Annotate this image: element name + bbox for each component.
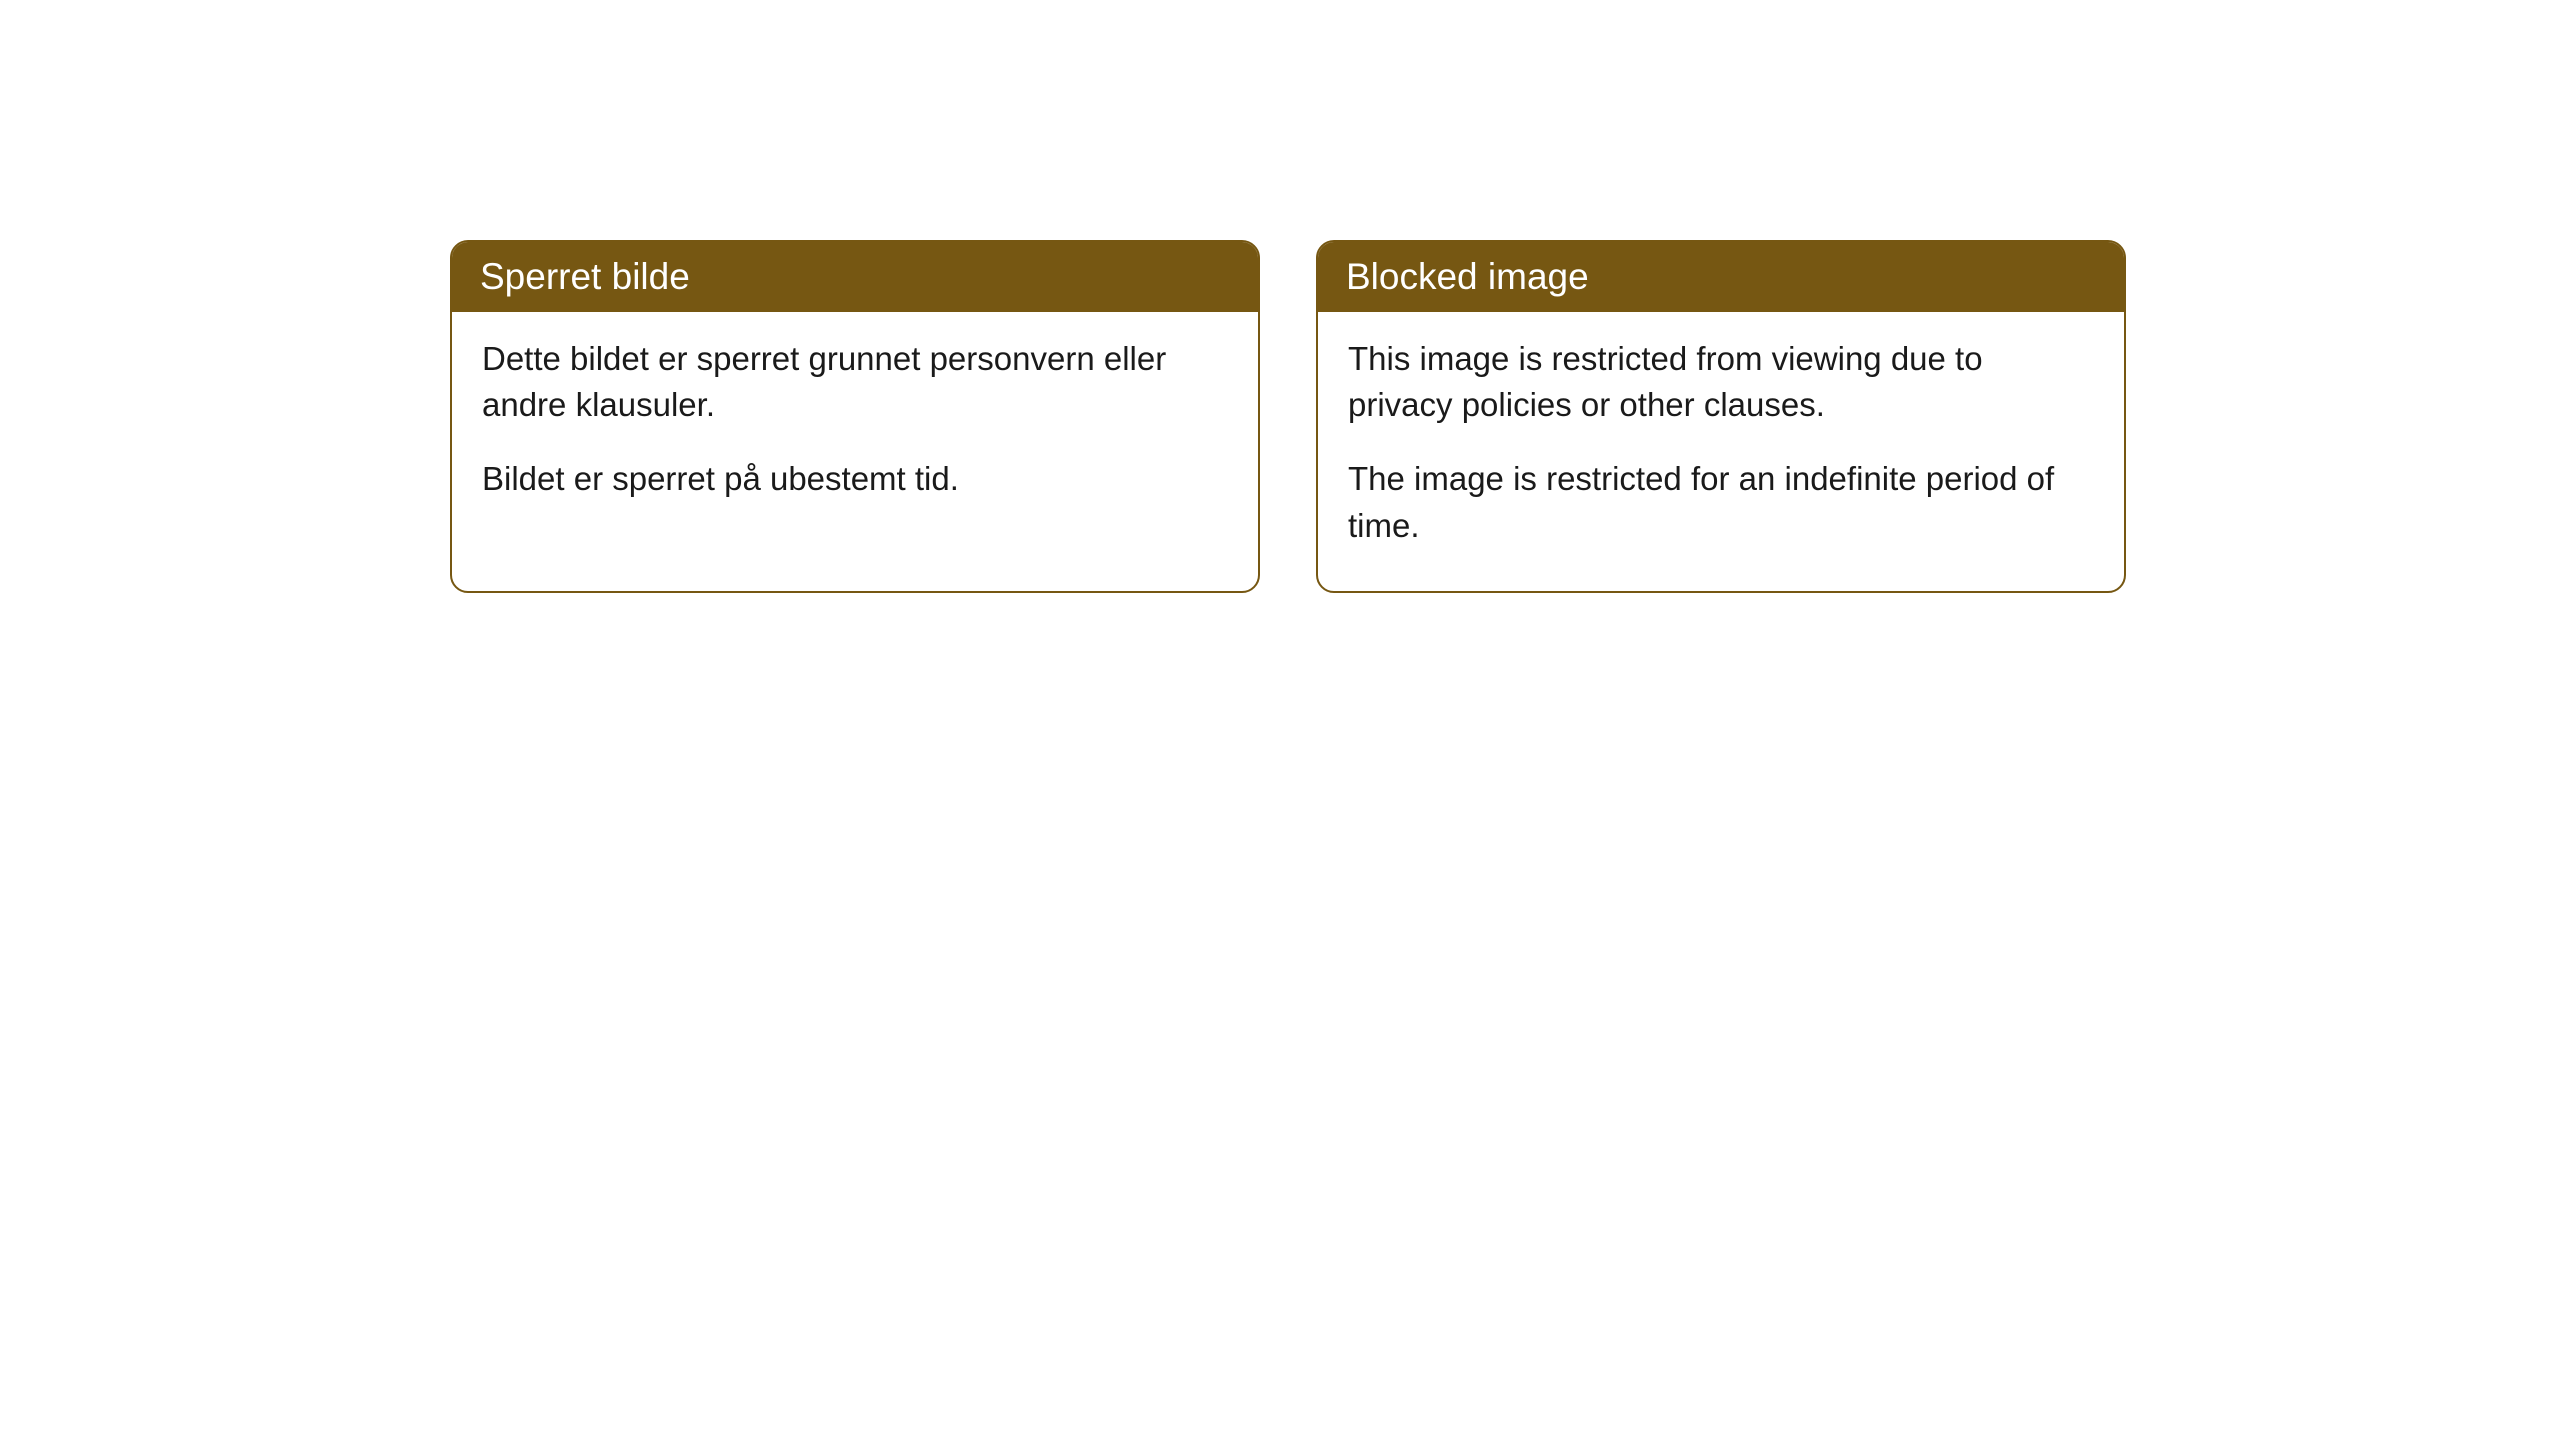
card-body-norwegian: Dette bildet er sperret grunnet personve… <box>452 312 1258 545</box>
card-paragraph-1-norwegian: Dette bildet er sperret grunnet personve… <box>482 336 1228 428</box>
notice-cards-container: Sperret bilde Dette bildet er sperret gr… <box>450 240 2126 593</box>
card-paragraph-2-english: The image is restricted for an indefinit… <box>1348 456 2094 548</box>
card-paragraph-1-english: This image is restricted from viewing du… <box>1348 336 2094 428</box>
notice-card-english: Blocked image This image is restricted f… <box>1316 240 2126 593</box>
card-header-norwegian: Sperret bilde <box>452 242 1258 312</box>
card-title-english: Blocked image <box>1346 256 1589 297</box>
card-body-english: This image is restricted from viewing du… <box>1318 312 2124 591</box>
notice-card-norwegian: Sperret bilde Dette bildet er sperret gr… <box>450 240 1260 593</box>
card-header-english: Blocked image <box>1318 242 2124 312</box>
card-title-norwegian: Sperret bilde <box>480 256 690 297</box>
card-paragraph-2-norwegian: Bildet er sperret på ubestemt tid. <box>482 456 1228 502</box>
